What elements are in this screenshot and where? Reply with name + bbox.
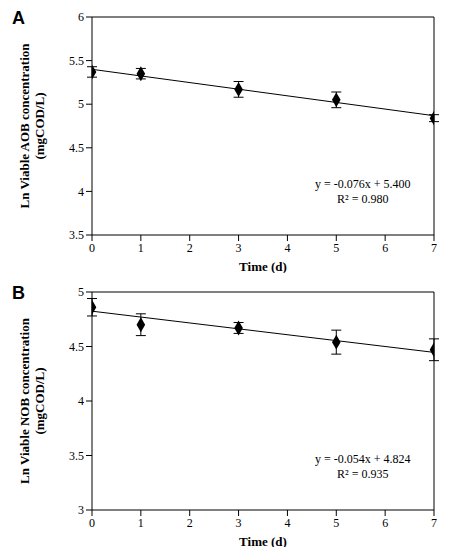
svg-text:3: 3 [236, 241, 242, 255]
svg-text:3: 3 [236, 516, 242, 530]
svg-text:1: 1 [138, 241, 144, 255]
svg-text:0: 0 [89, 241, 95, 255]
svg-text:7: 7 [431, 241, 437, 255]
html-text:y = -0.054x + 4.824: y = -0.054x + 4.824 [315, 452, 411, 466]
svg-text:3: 3 [78, 503, 84, 517]
svg-text:6: 6 [382, 516, 388, 530]
svg-text:0: 0 [89, 516, 95, 530]
html-text:B: B [12, 283, 25, 303]
svg-text:Time (d): Time (d) [239, 534, 287, 547]
svg-text:4: 4 [284, 241, 290, 255]
svg-text:1: 1 [138, 516, 144, 530]
svg-text:3.5: 3.5 [69, 228, 84, 242]
svg-text:5: 5 [78, 97, 84, 111]
svg-text:4: 4 [78, 185, 84, 199]
svg-text:5: 5 [78, 285, 84, 299]
svg-text:7: 7 [431, 516, 437, 530]
svg-text:6: 6 [78, 10, 84, 24]
html-text:Ln Viable NOB concentration (m: Ln Viable NOB concentration (mgCOD/L) [17, 317, 47, 484]
svg-text:3.5: 3.5 [69, 449, 84, 463]
svg-text:5.5: 5.5 [69, 54, 84, 68]
html-text:R² = 0.935: R² = 0.935 [337, 467, 389, 481]
svg-text:5: 5 [333, 516, 339, 530]
html-text:Ln Viable AOB concentration (m: Ln Viable AOB concentration (mgCOD/L) [17, 43, 47, 208]
svg-text:4: 4 [78, 394, 84, 408]
svg-text:5: 5 [333, 241, 339, 255]
svg-text:6: 6 [382, 241, 388, 255]
svg-text:4.5: 4.5 [69, 340, 84, 354]
html-text:R² = 0.980: R² = 0.980 [337, 192, 389, 206]
html-text:A: A [12, 8, 25, 28]
svg-text:2: 2 [187, 516, 193, 530]
svg-text:Time (d): Time (d) [239, 259, 287, 273]
svg-text:4: 4 [284, 516, 290, 530]
html-text:y = -0.076x + 5.400: y = -0.076x + 5.400 [315, 177, 411, 191]
svg-text:2: 2 [187, 241, 193, 255]
svg-text:4.5: 4.5 [69, 141, 84, 155]
